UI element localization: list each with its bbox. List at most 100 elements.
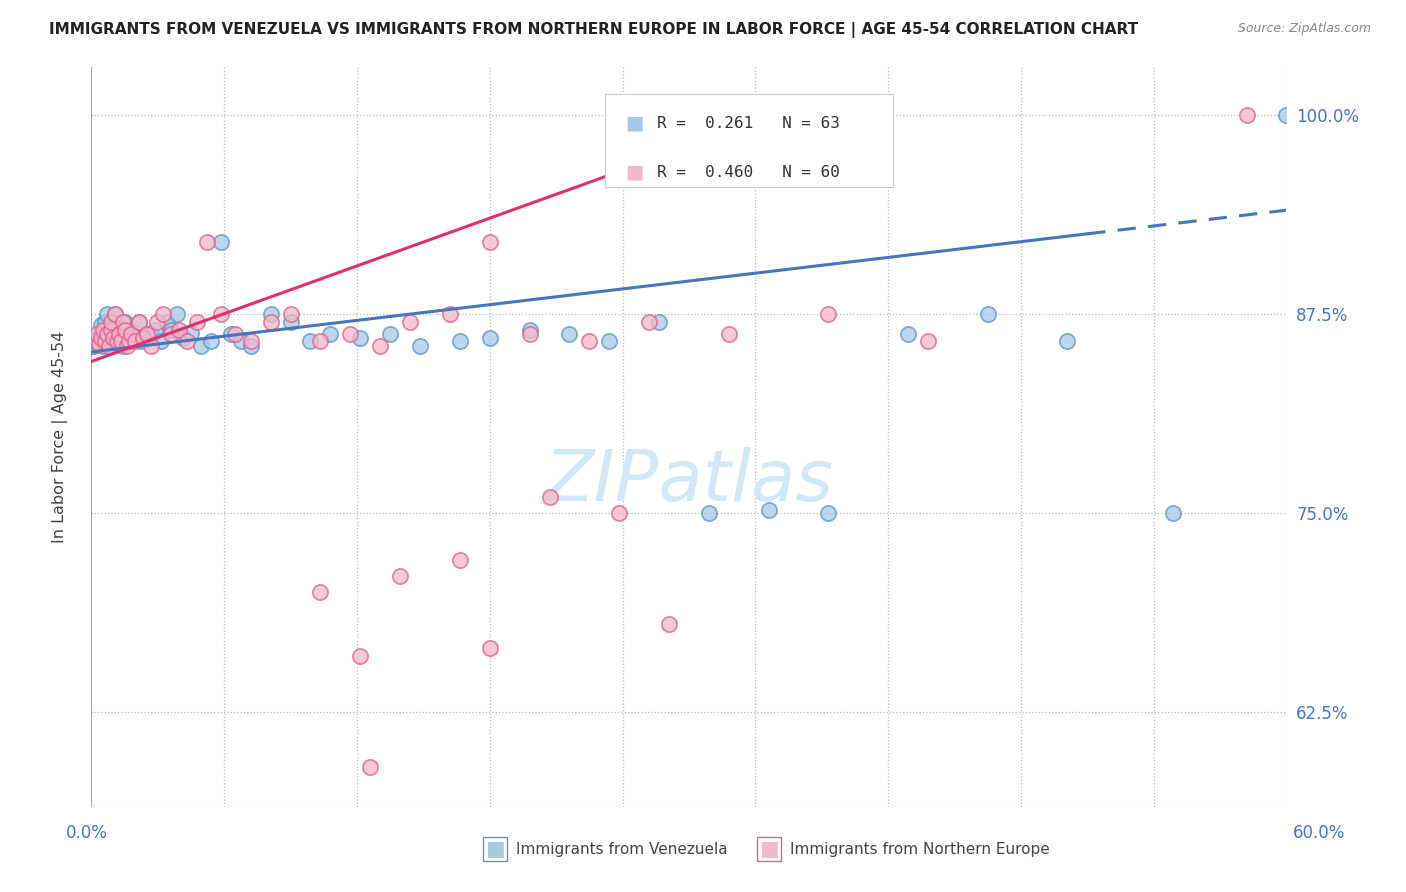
Text: Immigrants from Venezuela: Immigrants from Venezuela xyxy=(516,842,728,856)
Point xyxy=(697,506,720,520)
Point xyxy=(150,334,173,348)
Point xyxy=(598,334,620,348)
Point xyxy=(100,337,122,351)
Point xyxy=(717,327,740,342)
Point xyxy=(172,330,194,344)
Text: IMMIGRANTS FROM VENEZUELA VS IMMIGRANTS FROM NORTHERN EUROPE IN LABOR FORCE | AG: IMMIGRANTS FROM VENEZUELA VS IMMIGRANTS … xyxy=(49,22,1139,38)
Point xyxy=(103,315,125,329)
Point xyxy=(84,334,107,348)
Point xyxy=(110,323,132,337)
Point xyxy=(110,334,132,348)
Point xyxy=(309,334,332,348)
Point xyxy=(478,330,501,344)
Point xyxy=(141,327,162,342)
Text: ■: ■ xyxy=(485,839,505,859)
Point xyxy=(209,307,232,321)
Point xyxy=(558,327,581,342)
Point xyxy=(124,326,146,340)
Point xyxy=(449,334,471,348)
Point xyxy=(239,334,262,348)
Point xyxy=(180,326,202,340)
Point xyxy=(146,315,169,329)
Text: 0.0%: 0.0% xyxy=(66,824,108,842)
Point xyxy=(112,315,135,329)
Point xyxy=(82,338,104,352)
Point xyxy=(94,324,117,338)
Point xyxy=(538,490,561,504)
Point xyxy=(93,323,115,337)
Point xyxy=(100,323,122,337)
Point xyxy=(917,334,939,348)
Point xyxy=(128,315,150,329)
Point xyxy=(100,315,122,329)
Point xyxy=(129,334,152,348)
Point xyxy=(1236,108,1258,122)
Point xyxy=(89,335,111,350)
Point xyxy=(118,334,141,348)
Point xyxy=(90,330,112,344)
Point xyxy=(98,330,121,344)
Point xyxy=(141,338,162,352)
Point xyxy=(186,315,208,329)
Point xyxy=(96,334,118,348)
Point xyxy=(115,338,138,352)
Point xyxy=(368,338,391,352)
Point xyxy=(124,334,146,348)
Point xyxy=(90,327,112,342)
Point xyxy=(1275,108,1298,122)
Point xyxy=(638,315,661,329)
Point xyxy=(976,307,998,321)
Point xyxy=(118,334,141,348)
Point xyxy=(280,315,302,329)
Point xyxy=(96,307,118,321)
Point xyxy=(104,307,127,321)
Point xyxy=(132,330,155,344)
Text: R =  0.261   N = 63: R = 0.261 N = 63 xyxy=(657,116,839,130)
Point xyxy=(439,307,461,321)
Point xyxy=(120,323,142,337)
Point xyxy=(817,506,839,520)
Point xyxy=(299,334,322,348)
Point xyxy=(176,334,198,348)
Point xyxy=(195,235,218,249)
Point xyxy=(108,327,131,342)
Text: ■: ■ xyxy=(626,113,644,133)
Point xyxy=(100,326,122,340)
Point xyxy=(103,330,125,344)
Point xyxy=(359,760,381,774)
Point xyxy=(399,315,422,329)
Point xyxy=(105,334,128,348)
Point xyxy=(378,327,402,342)
Point xyxy=(519,323,541,337)
Point xyxy=(167,323,190,337)
Point xyxy=(136,327,159,342)
Point xyxy=(112,338,135,352)
Point xyxy=(219,327,242,342)
Point xyxy=(82,338,104,352)
Point xyxy=(259,315,281,329)
Point xyxy=(280,307,302,321)
Point xyxy=(607,506,630,520)
Point xyxy=(136,330,159,344)
Point xyxy=(239,338,262,352)
Point xyxy=(409,338,432,352)
Point xyxy=(160,323,183,337)
Point xyxy=(449,553,471,567)
Point xyxy=(897,327,920,342)
Text: Source: ZipAtlas.com: Source: ZipAtlas.com xyxy=(1237,22,1371,36)
Text: ■: ■ xyxy=(626,162,644,182)
Point xyxy=(94,315,117,329)
Text: Immigrants from Northern Europe: Immigrants from Northern Europe xyxy=(790,842,1050,856)
Point xyxy=(478,235,501,249)
Text: ■: ■ xyxy=(759,839,779,859)
Point xyxy=(93,338,115,352)
Point xyxy=(658,617,681,632)
Point xyxy=(200,334,222,348)
Text: ZIPatlas: ZIPatlas xyxy=(544,447,834,516)
Point xyxy=(89,337,111,351)
Point xyxy=(84,334,107,348)
Point xyxy=(114,315,136,329)
Point xyxy=(519,327,541,342)
Point xyxy=(115,330,138,344)
Point xyxy=(98,338,121,352)
